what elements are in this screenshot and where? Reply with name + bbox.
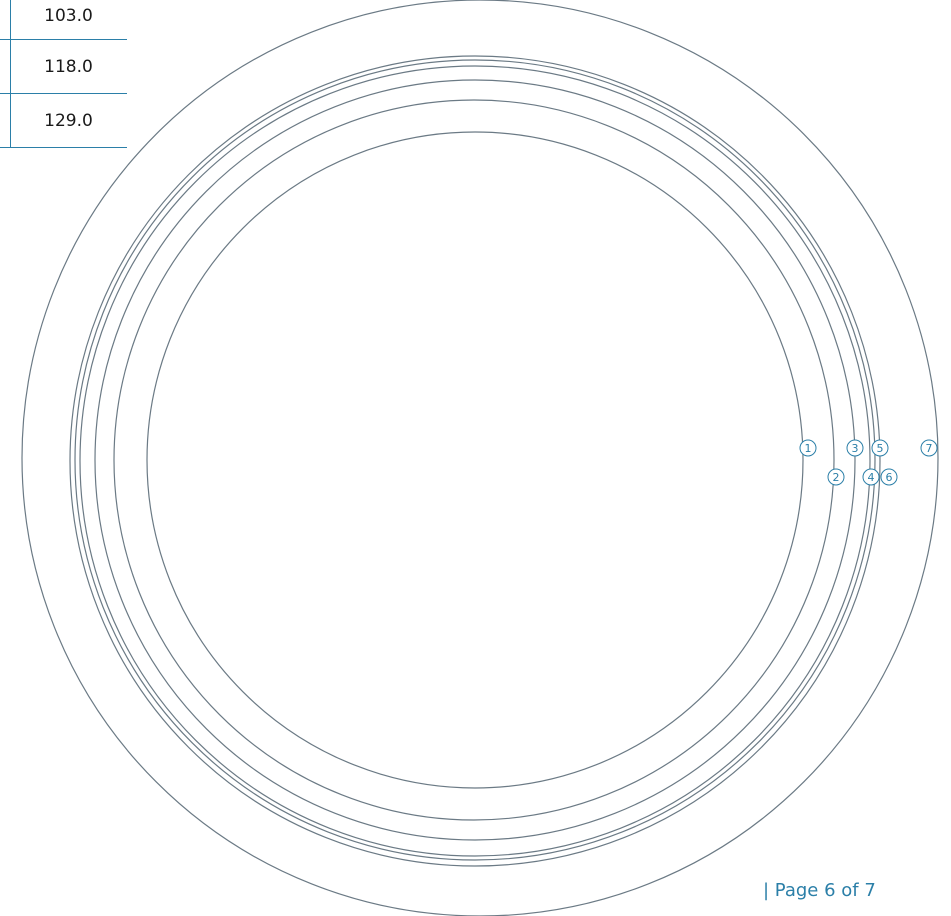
ring-7: [21, 0, 939, 916]
table-row: 118.0: [0, 40, 127, 94]
ring-marker-6: 6: [880, 468, 898, 486]
ring-marker-1: 1: [799, 439, 817, 457]
ring-1: [146, 131, 804, 789]
ring-3: [94, 79, 856, 841]
size-value: 129.0: [44, 110, 93, 131]
size-value: 103.0: [44, 6, 93, 26]
ring-4: [79, 65, 871, 857]
ring-marker-label: 6: [886, 471, 893, 484]
size-table: 103.0 118.0 129.0: [0, 0, 127, 148]
ring-marker-label: 7: [926, 442, 933, 455]
size-value: 118.0: [44, 56, 93, 77]
ring-marker-label: 5: [877, 442, 884, 455]
ring-marker-label: 2: [833, 471, 840, 484]
ring-marker-label: 4: [868, 471, 875, 484]
page-indicator: | Page 6 of 7: [763, 880, 876, 901]
ring-2: [113, 99, 835, 821]
ring-marker-label: 3: [852, 442, 859, 455]
ring-marker-label: 1: [805, 442, 812, 455]
ring-marker-2: 2: [827, 468, 845, 486]
table-row: 103.0: [0, 0, 127, 40]
ring-6: [69, 55, 881, 867]
ring-5: [74, 59, 876, 861]
table-divider: [10, 40, 11, 93]
table-divider: [10, 0, 11, 39]
ring-group: [21, 0, 939, 916]
table-row: 129.0: [0, 94, 127, 148]
ring-marker-3: 3: [846, 439, 864, 457]
ring-marker-7: 7: [920, 439, 938, 457]
ring-marker-4: 4: [862, 468, 880, 486]
ring-marker-5: 5: [871, 439, 889, 457]
table-divider: [10, 94, 11, 147]
